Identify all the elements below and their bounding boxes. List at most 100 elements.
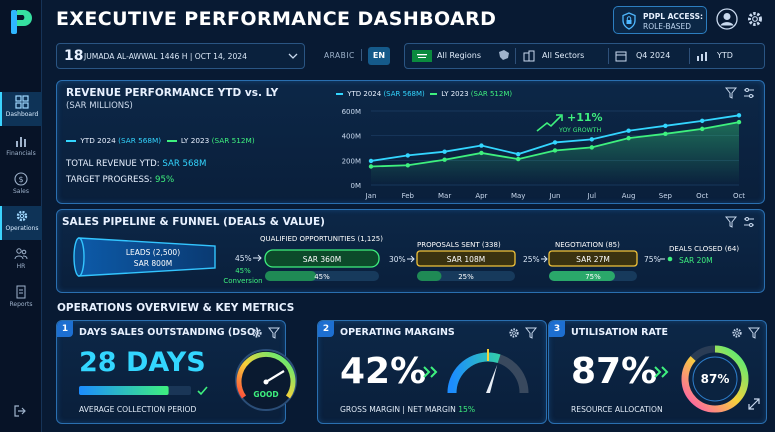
nav-item-reports[interactable]: Reports <box>0 282 42 316</box>
logout-icon[interactable] <box>13 404 27 418</box>
filter-icon[interactable] <box>268 327 280 339</box>
ytd-point <box>405 153 410 158</box>
options-icon[interactable] <box>743 216 755 228</box>
utilisation-value: 87% <box>571 351 658 392</box>
period-filter-label: Q4 2024 <box>636 51 671 60</box>
x-tick-label: Jan <box>365 192 377 200</box>
ytd-point <box>589 137 594 142</box>
settings-gear-icon[interactable] <box>731 327 743 339</box>
utilisation-card: 3 UTILISATION RATE 87% 87% RESOURCE ALLO… <box>548 320 767 424</box>
date-text: JUMADA AL-AWWAL 1446 H | OCT 14, 2024 <box>84 52 247 61</box>
net-margin-value: 15% <box>458 405 476 414</box>
y-tick-label: 400M <box>342 133 361 141</box>
card-number: 1 <box>57 321 73 337</box>
filter-separator <box>689 48 690 64</box>
map-region-icon <box>499 50 509 60</box>
qualified-to-proposal-pct: 30% <box>389 255 406 264</box>
nav-item-dashboard[interactable]: Dashboard <box>0 92 42 126</box>
proposals-stage <box>416 250 516 267</box>
growth-label: YOY GROWTH <box>558 127 602 134</box>
region-filter[interactable]: All Regions <box>409 44 514 68</box>
filter-icon[interactable] <box>748 327 760 339</box>
double-chevron-icon <box>654 366 669 378</box>
filter-icon[interactable] <box>725 216 737 228</box>
nav-label: HR <box>16 263 26 270</box>
chart-legend-ly-label: LY 2023 <box>441 90 469 98</box>
x-tick-label: Aug <box>622 192 636 200</box>
ly-point <box>368 164 374 169</box>
language-option-en[interactable]: EN <box>368 47 390 65</box>
y-tick-label: 600M <box>342 108 361 116</box>
ytd-point <box>736 113 742 118</box>
sector-filter-label: All Sectors <box>542 51 585 60</box>
calendar-icon <box>615 51 627 62</box>
x-tick-label: Jun <box>549 192 561 200</box>
ly-point <box>405 163 410 168</box>
page-title: EXECUTIVE PERFORMANCE DASHBOARD <box>56 8 497 30</box>
nav-item-sales[interactable]: $ Sales <box>0 169 42 203</box>
utilisation-subtitle: RESOURCE ALLOCATION <box>571 405 663 414</box>
revenue-subtitle: (SAR MILLIONS) <box>66 101 133 111</box>
expand-arrows-icon[interactable] <box>747 397 761 411</box>
filter-icon[interactable] <box>525 327 537 339</box>
filter-icon[interactable] <box>725 87 737 99</box>
nav-label: Operations <box>5 225 39 232</box>
conversion-label: Conversion <box>223 277 262 285</box>
access-badge[interactable]: PDPL ACCESS: ROLE-BASED <box>613 6 707 34</box>
settings-gear-icon[interactable] <box>508 327 520 339</box>
user-avatar-icon[interactable] <box>716 8 738 30</box>
report-icon <box>16 285 26 299</box>
revenue-line-chart: 0M 200M 400M 600M Jan Feb Mar Apr May Jun Jul Aug Se… <box>342 108 746 200</box>
nav-item-financials[interactable]: Financials <box>0 131 42 165</box>
filter-separator <box>515 48 516 64</box>
total-revenue-value: SAR 568M <box>162 159 207 169</box>
growth-arrow-head-icon <box>556 114 563 121</box>
settings-gear-icon[interactable] <box>251 327 263 339</box>
negotiation-label: NEGOTIATION (85) <box>555 241 620 249</box>
utilisation-title: UTILISATION RATE <box>571 327 669 338</box>
nav-item-hr[interactable]: HR <box>0 244 42 278</box>
legend-swatch-ytd <box>66 140 76 142</box>
ly-point <box>479 150 484 156</box>
dso-gauge-hub <box>263 379 269 385</box>
settings-gear-icon[interactable] <box>746 10 764 28</box>
ly-point <box>552 148 558 153</box>
dso-bar <box>79 386 208 396</box>
range-filter[interactable]: YTD <box>693 44 761 68</box>
negotiation-value: SAR 27M <box>576 255 610 264</box>
negotiation-progress: 75% <box>585 273 601 281</box>
total-revenue-label: TOTAL REVENUE YTD: <box>66 159 160 169</box>
arrow-icon <box>253 254 262 262</box>
dso-gauge-needle <box>265 370 285 383</box>
chevron-down-icon <box>288 53 298 59</box>
ytd-point <box>479 143 484 148</box>
target-progress: TARGET PROGRESS: 95% <box>66 175 174 185</box>
access-title: PDPL ACCESS: <box>643 12 704 21</box>
operations-title: OPERATIONS OVERVIEW & KEY METRICS <box>57 302 295 314</box>
chart-legend-ly-value: (SAR 512M) <box>470 90 513 98</box>
side-nav: Dashboard Financials $ Sales Operations … <box>0 0 42 432</box>
closed-label: DEALS CLOSED (64) <box>669 245 739 253</box>
legend-ly-value: (SAR 512M) <box>211 136 255 145</box>
sector-filter[interactable]: All Sectors <box>520 44 610 68</box>
nav-item-operations[interactable]: Operations <box>0 206 42 240</box>
language-option-arabic[interactable]: ARABIC <box>324 51 355 60</box>
x-tick-label: Jul <box>587 192 597 200</box>
negotiation-stage <box>548 250 638 267</box>
dso-card: 1 DAYS SALES OUTSTANDING (DSO) 28 DAYS A… <box>56 320 297 424</box>
growth-arrow-icon <box>536 115 562 132</box>
filter-separator <box>608 48 609 64</box>
revenue-legend: YTD 2024 (SAR 568M) LY 2023 (SAR 512M) <box>66 136 255 145</box>
utilisation-ring-value: 87% <box>701 372 730 386</box>
dollar-icon: $ <box>14 172 28 186</box>
ytd-point <box>663 123 668 128</box>
margins-subtitle-label: GROSS MARGIN | NET MARGIN <box>340 405 456 414</box>
ly-point <box>700 126 705 132</box>
ytd-point <box>700 118 705 124</box>
pipeline-title: SALES PIPELINE & FUNNEL (DEALS & VALUE) <box>62 216 325 228</box>
margins-value: 42% <box>340 351 427 392</box>
period-filter[interactable]: Q4 2024 <box>612 44 688 68</box>
options-icon[interactable] <box>743 87 755 99</box>
leads-label: LEADS (2,500) <box>126 248 180 257</box>
date-selector[interactable]: 18 JUMADA AL-AWWAL 1446 H | OCT 14, 2024 <box>56 43 305 69</box>
